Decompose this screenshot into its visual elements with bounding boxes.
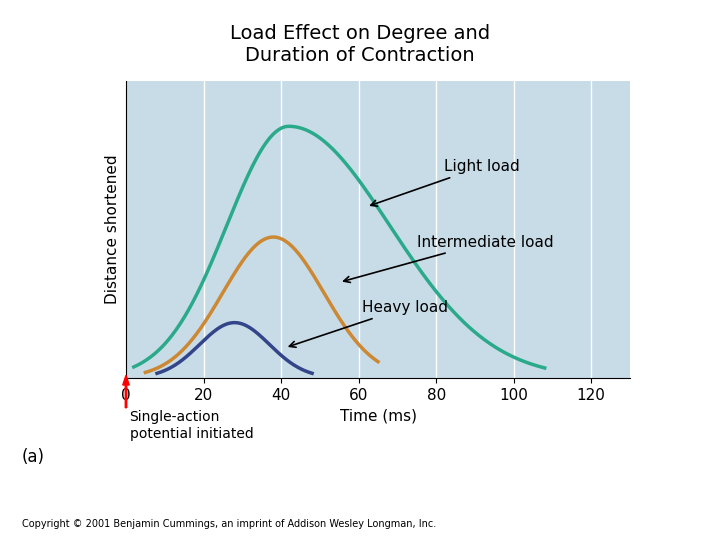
X-axis label: Time (ms): Time (ms): [340, 408, 416, 423]
Text: Load Effect on Degree and
Duration of Contraction: Load Effect on Degree and Duration of Co…: [230, 24, 490, 65]
Text: (a): (a): [22, 448, 45, 466]
Text: Light load: Light load: [371, 159, 520, 206]
Text: Copyright © 2001 Benjamin Cummings, an imprint of Addison Wesley Longman, Inc.: Copyright © 2001 Benjamin Cummings, an i…: [22, 519, 436, 529]
Text: Intermediate load: Intermediate load: [343, 234, 554, 282]
Text: Single-action
potential initiated: Single-action potential initiated: [130, 410, 253, 441]
Text: Heavy load: Heavy load: [289, 300, 449, 347]
Y-axis label: Distance shortened: Distance shortened: [105, 154, 120, 305]
